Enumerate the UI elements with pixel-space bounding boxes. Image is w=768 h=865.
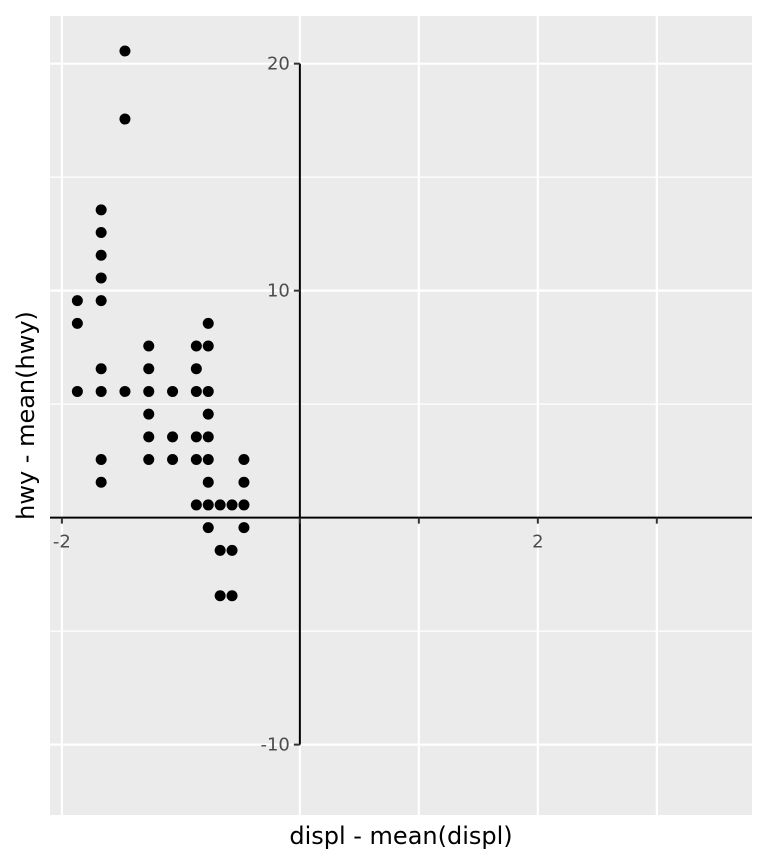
data-point (190, 340, 202, 352)
data-point (214, 590, 226, 602)
data-point (143, 431, 155, 443)
data-point (190, 363, 202, 375)
data-point (202, 476, 214, 488)
data-point (202, 499, 214, 511)
data-point (238, 522, 250, 534)
data-point (95, 363, 107, 375)
data-point (202, 317, 214, 329)
data-point (202, 408, 214, 420)
data-point (143, 385, 155, 397)
minor-gridlines (50, 176, 752, 632)
data-point (238, 499, 250, 511)
data-point (238, 476, 250, 488)
data-point (95, 385, 107, 397)
x-tick-label: 2 (532, 532, 543, 553)
data-point (95, 272, 107, 284)
data-point (214, 499, 226, 511)
data-point (95, 454, 107, 466)
axis-ticks: -2 2 -10 10 20 (53, 54, 658, 756)
data-point (226, 590, 238, 602)
data-point (190, 454, 202, 466)
data-point (167, 454, 179, 466)
data-point (119, 113, 131, 125)
data-point (95, 204, 107, 216)
data-point (226, 499, 238, 511)
data-point (167, 431, 179, 443)
panel-background (50, 16, 752, 815)
y-axis-title: hwy - mean(hwy) (12, 311, 40, 520)
data-point (71, 385, 83, 397)
y-tick-label: 10 (267, 281, 290, 302)
data-point (95, 476, 107, 488)
data-point (143, 340, 155, 352)
data-point (143, 363, 155, 375)
center-axes (50, 63, 752, 745)
data-point (226, 544, 238, 556)
x-tick-label: -2 (53, 532, 71, 553)
data-point (214, 544, 226, 556)
data-point (190, 431, 202, 443)
data-point (71, 317, 83, 329)
data-point (238, 454, 250, 466)
data-point (95, 227, 107, 239)
data-point (71, 295, 83, 307)
data-point (202, 385, 214, 397)
data-point (167, 385, 179, 397)
data-point (202, 340, 214, 352)
data-point (190, 499, 202, 511)
x-axis-title: displ - mean(displ) (289, 822, 512, 850)
data-point (143, 408, 155, 420)
data-point (95, 249, 107, 261)
data-point (202, 522, 214, 534)
data-point (119, 45, 131, 57)
data-point (119, 385, 131, 397)
data-point (143, 454, 155, 466)
y-tick-label: 20 (267, 54, 290, 75)
data-point (202, 431, 214, 443)
data-point (190, 385, 202, 397)
data-point (202, 454, 214, 466)
data-point (95, 295, 107, 307)
data-points (71, 45, 250, 602)
y-tick-label: -10 (260, 735, 289, 756)
